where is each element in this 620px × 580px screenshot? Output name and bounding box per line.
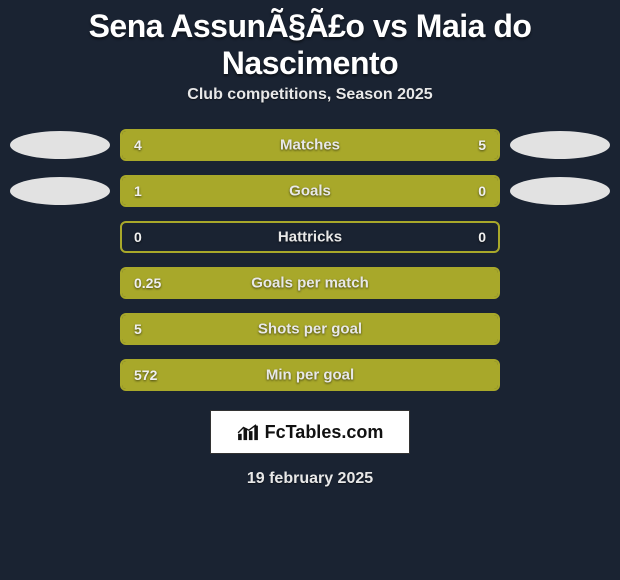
stat-value-left: 1 <box>134 183 142 199</box>
stat-value-right: 0 <box>478 183 486 199</box>
stat-row: 0.25 Goals per match <box>10 260 610 306</box>
stat-row: 572 Min per goal <box>10 352 610 398</box>
stat-value-right: 5 <box>478 137 486 153</box>
stat-value-left: 572 <box>134 367 157 383</box>
stat-value-left: 5 <box>134 321 142 337</box>
comparison-chart: 4 Matches 5 1 Goals 0 0 Hattricks 0 0.25 Goals per… <box>0 122 620 398</box>
stat-bar: 5 Shots per goal <box>120 313 500 345</box>
bar-chart-icon <box>237 423 259 441</box>
branding-text: FcTables.com <box>265 422 384 443</box>
stat-label: Hattricks <box>278 229 342 246</box>
stat-bar-left-fill <box>122 131 287 159</box>
stat-bar: 0.25 Goals per match <box>120 267 500 299</box>
stat-label: Goals per match <box>251 275 369 292</box>
stat-value-left: 4 <box>134 137 142 153</box>
stat-value-right: 0 <box>478 229 486 245</box>
stat-value-left: 0 <box>134 229 142 245</box>
stat-label: Goals <box>289 183 331 200</box>
stat-bar-left-fill <box>122 177 415 205</box>
page-title: Sena AssunÃ§Ã£o vs Maia do Nascimento <box>0 0 620 86</box>
stat-row: 0 Hattricks 0 <box>10 214 610 260</box>
stat-label: Min per goal <box>266 367 354 384</box>
stat-row: 5 Shots per goal <box>10 306 610 352</box>
stat-bar: 4 Matches 5 <box>120 129 500 161</box>
comparison-widget: Sena AssunÃ§Ã£o vs Maia do Nascimento Cl… <box>0 0 620 488</box>
footer-date: 19 february 2025 <box>0 454 620 488</box>
player-avatar-right <box>510 131 610 159</box>
player-avatar-right <box>510 177 610 205</box>
stat-bar: 0 Hattricks 0 <box>120 221 500 253</box>
stat-bar: 1 Goals 0 <box>120 175 500 207</box>
stat-row: 4 Matches 5 <box>10 122 610 168</box>
stat-label: Matches <box>280 137 340 154</box>
player-avatar-left <box>10 131 110 159</box>
stat-bar: 572 Min per goal <box>120 359 500 391</box>
page-subtitle: Club competitions, Season 2025 <box>0 86 620 122</box>
branding-badge[interactable]: FcTables.com <box>210 410 410 454</box>
stat-value-left: 0.25 <box>134 275 161 291</box>
stat-row: 1 Goals 0 <box>10 168 610 214</box>
stat-label: Shots per goal <box>258 321 362 338</box>
player-avatar-left <box>10 177 110 205</box>
